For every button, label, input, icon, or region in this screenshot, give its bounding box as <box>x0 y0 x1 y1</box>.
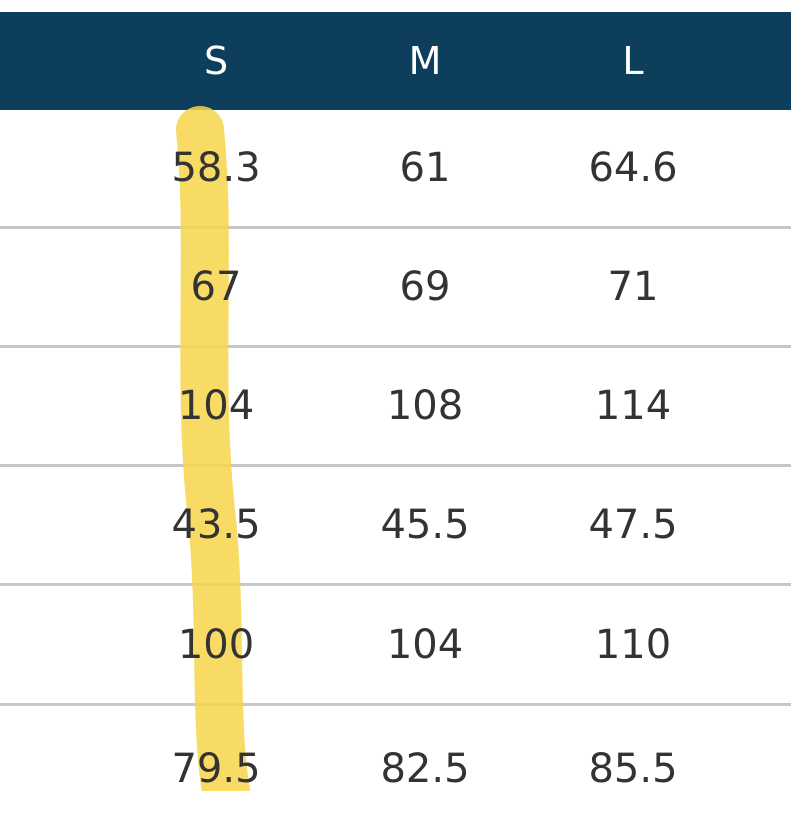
table-cell: 64.6 <box>588 145 678 191</box>
table-cell: 108 <box>386 383 464 429</box>
table-cell: 69 <box>399 264 451 310</box>
table-header: S M L <box>0 12 791 110</box>
table-row: 79.5 82.5 85.5 <box>0 707 791 826</box>
table-row: 67 69 71 <box>0 229 791 348</box>
table-cell: 43.5 <box>171 502 261 548</box>
table-cell: 61 <box>399 145 451 191</box>
table-cell: 58.3 <box>171 145 261 191</box>
header-size-s: S <box>203 39 229 83</box>
table-cell: 45.5 <box>380 502 470 548</box>
table-cell: 85.5 <box>588 746 678 792</box>
table-cell: 104 <box>177 383 255 429</box>
header-size-l: L <box>622 39 644 83</box>
table-cell: 47.5 <box>588 502 678 548</box>
table-cell: 79.5 <box>171 746 261 792</box>
table-cell: 110 <box>594 622 672 668</box>
table-cell: 104 <box>386 622 464 668</box>
table-cell: 82.5 <box>380 746 470 792</box>
table-row: 43.5 45.5 47.5 <box>0 467 791 586</box>
table-cell: 114 <box>594 383 672 429</box>
table-row: 58.3 61 64.6 <box>0 110 791 229</box>
header-size-m: M <box>408 39 442 83</box>
table-row: 104 108 114 <box>0 348 791 467</box>
table-cell: 67 <box>190 264 242 310</box>
table-cell: 100 <box>177 622 255 668</box>
table-row: 100 104 110 <box>0 587 791 706</box>
table-cell: 71 <box>607 264 659 310</box>
